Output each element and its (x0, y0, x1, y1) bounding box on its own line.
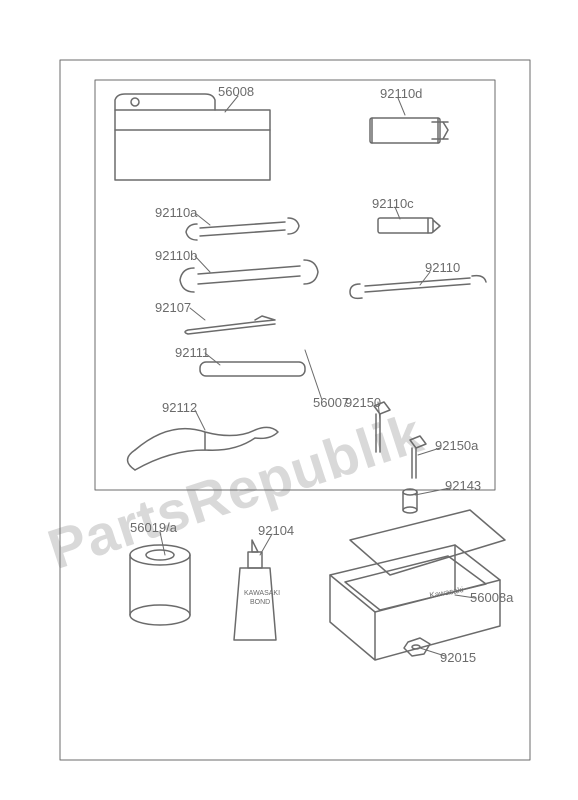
label-92110a: 92110a (155, 205, 197, 220)
label-56007: 56007 (313, 395, 349, 410)
label-92150a: 92150a (435, 438, 478, 453)
socket-92110d (370, 118, 448, 143)
label-92110b: 92110b (155, 248, 197, 263)
label-92111: 92111 (175, 345, 209, 360)
screwdriver-92107 (185, 316, 275, 334)
box-wrench-92110c (378, 218, 440, 233)
label-92110d: 92110d (380, 86, 422, 101)
pliers-92112 (128, 427, 279, 470)
open-wrench-92110a (186, 218, 299, 240)
oil-filter-56019a (130, 545, 190, 625)
svg-text:Kawasaki: Kawasaki (429, 585, 465, 600)
collar-92143 (403, 489, 417, 513)
bar-92111 (200, 362, 305, 376)
label-92107: 92107 (155, 300, 191, 315)
diagram-stage: PartsRepublik (0, 0, 578, 800)
label-92015: 92015 (440, 650, 476, 665)
storage-box-56008a: Kawasaki (330, 510, 505, 660)
label-92150: 92150 (345, 395, 381, 410)
svg-text:KAWASAKI: KAWASAKI (244, 590, 280, 597)
label-56008: 56008 (218, 84, 254, 99)
label-56019a: 56019/a (130, 520, 177, 535)
nut-92015 (404, 638, 430, 656)
hook-spanner-92110 (350, 276, 486, 299)
tool-bag-56008 (115, 94, 270, 180)
label-92112: 92112 (162, 400, 197, 415)
label-92110: 92110 (425, 260, 460, 275)
bond-tube-92104: KAWASAKI BOND (234, 540, 280, 640)
svg-text:BOND: BOND (250, 599, 270, 606)
label-56008a: 56008a (470, 590, 513, 605)
bolt-92150a (410, 436, 426, 478)
label-92143: 92143 (445, 478, 481, 493)
diagram-svg: KAWASAKI BOND Kawas (0, 0, 578, 800)
label-92110c: 92110c (372, 196, 414, 211)
open-wrench-92110b (180, 260, 318, 292)
label-92104: 92104 (258, 523, 294, 538)
